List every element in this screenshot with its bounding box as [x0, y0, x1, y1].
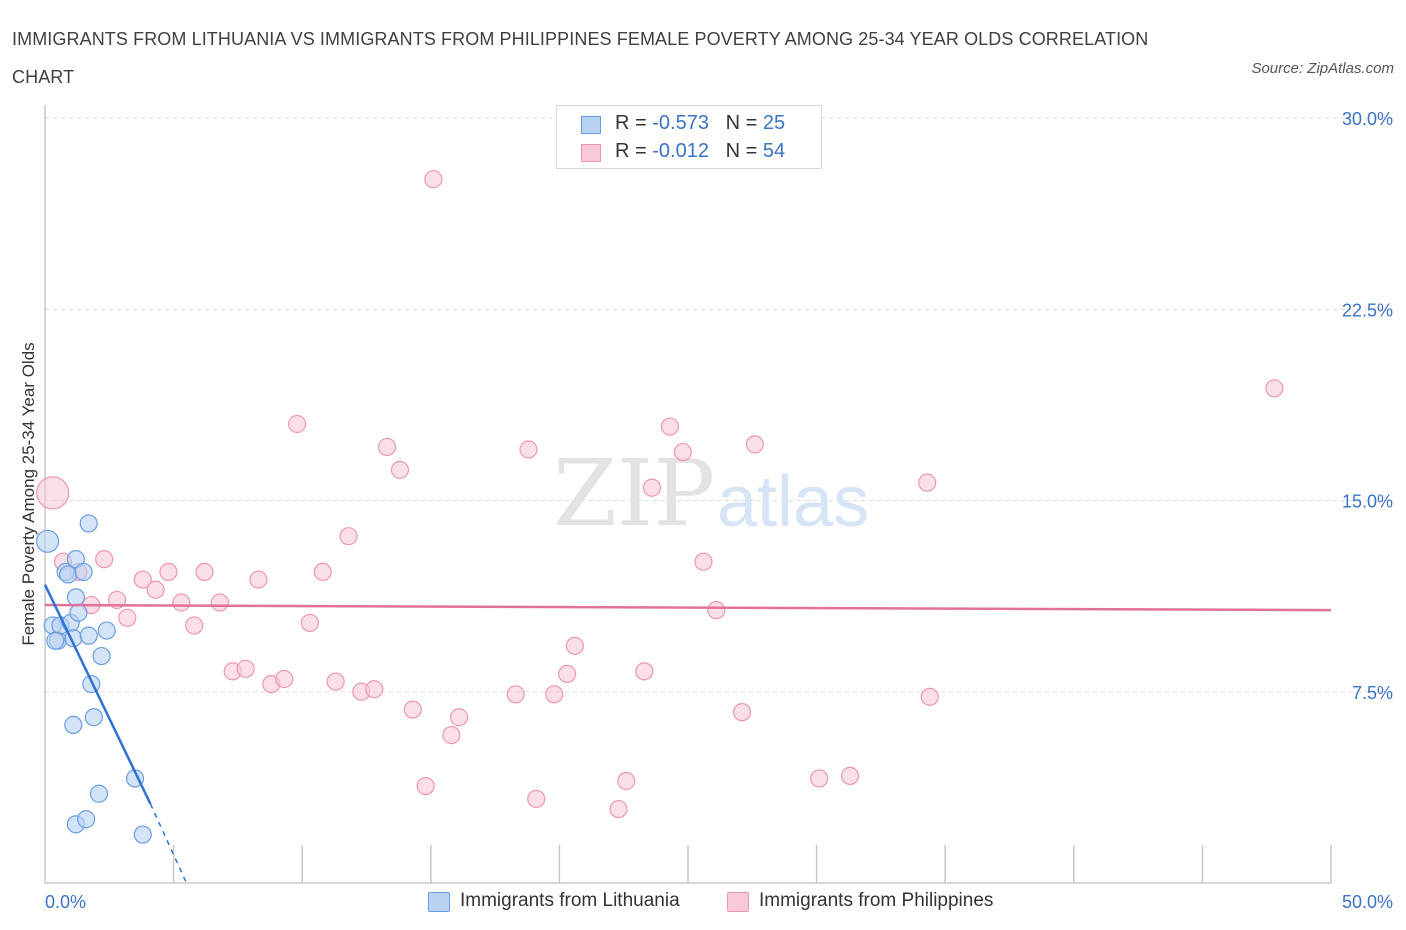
lithuania-point — [59, 565, 78, 584]
legend-r-value-philippines: -0.012 — [652, 140, 709, 162]
philippines-point — [732, 703, 752, 722]
philippines-point — [635, 662, 654, 681]
philippines-point — [519, 440, 538, 459]
philippines-point — [172, 593, 191, 612]
philippines-point — [506, 685, 525, 704]
y-axis-label: Female Poverty Among 25-34 Year Olds — [19, 342, 38, 645]
lithuania-points — [35, 514, 152, 844]
x-tick-label-min: 0.0% — [45, 892, 86, 912]
chart-title: IMMIGRANTS FROM LITHUANIA VS IMMIGRANTS … — [12, 29, 1149, 87]
philippines-point — [313, 562, 332, 582]
philippines-point — [545, 685, 564, 704]
lithuania-point — [89, 784, 109, 803]
philippines-point — [339, 527, 358, 546]
philippines-point — [920, 687, 939, 706]
philippines-point — [195, 562, 214, 582]
philippines-point — [403, 700, 422, 719]
philippines-point — [275, 669, 294, 689]
philippines-point — [210, 593, 229, 612]
lithuania-point — [79, 514, 98, 533]
lithuania-point — [74, 562, 93, 582]
lithuania-trend-line — [43, 584, 152, 805]
philippines-trend-line — [44, 603, 1332, 612]
lithuania-point — [84, 708, 103, 727]
philippines-point — [95, 550, 114, 569]
philippines-point — [118, 608, 137, 627]
philippines-point — [745, 435, 764, 454]
bottom-legend-label-lithuania: Immigrants from Lithuania — [460, 890, 680, 911]
watermark-atlas: atlas — [717, 462, 869, 542]
legend-r-value-lithuania: -0.573 — [652, 112, 709, 134]
philippines-point — [609, 799, 628, 819]
philippines-point — [36, 476, 70, 510]
philippines-point — [390, 460, 410, 479]
source-label: Source: ZipAtlas.com — [1251, 60, 1394, 77]
trend-lines — [43, 584, 1332, 884]
y-tick-label: 15.0% — [1342, 492, 1393, 512]
philippines-point — [377, 437, 397, 457]
philippines-point — [287, 414, 307, 434]
philippines-point — [159, 562, 178, 582]
lithuania-point — [133, 825, 152, 844]
philippines-point — [565, 636, 584, 655]
philippines-point — [810, 769, 829, 788]
x-tick-label-max: 50.0% — [1342, 892, 1393, 912]
legend-swatch-philippines — [581, 144, 601, 162]
philippines-point — [442, 725, 461, 745]
lithuania-point — [69, 603, 88, 622]
legend-r-label: R = — [615, 112, 647, 134]
bottom-legend-swatch-philippines — [727, 892, 749, 912]
philippines-point — [707, 601, 726, 620]
bottom-legend-swatch-lithuania — [428, 892, 450, 912]
philippines-point — [918, 473, 937, 492]
legend-n-value-philippines: 54 — [762, 140, 786, 162]
philippines-point — [133, 570, 152, 589]
philippines-point — [416, 776, 435, 796]
philippines-point — [449, 708, 469, 727]
legend-n-value-lithuania: 25 — [762, 112, 786, 134]
lithuania-point — [46, 631, 65, 650]
y-tick-labels: 7.5% 15.0% 22.5% 30.0% — [1342, 109, 1393, 703]
lithuania-point — [66, 588, 85, 607]
correlation-legend: R = -0.573 N = 25 R = -0.012 N = 54 — [556, 105, 822, 169]
philippines-point — [673, 442, 692, 462]
lithuania-point — [97, 621, 116, 640]
legend-n-label: N = — [725, 112, 758, 134]
philippines-point — [146, 580, 165, 599]
lithuania-point — [64, 715, 83, 735]
philippines-point — [300, 613, 320, 633]
philippines-point — [642, 478, 662, 497]
lithuania-trend-extension — [149, 803, 188, 884]
philippines-point — [1265, 379, 1284, 398]
philippines-point — [185, 616, 204, 635]
philippines-point — [660, 417, 680, 436]
legend-n-label: N = — [725, 140, 758, 162]
philippines-point — [249, 570, 268, 589]
y-tick-label: 22.5% — [1342, 300, 1393, 320]
philippines-point — [527, 789, 546, 808]
philippines-point — [840, 766, 860, 786]
y-tick-label: 30.0% — [1342, 109, 1393, 129]
legend-r-label: R = — [615, 140, 647, 162]
lithuania-point — [92, 646, 111, 666]
philippines-point — [326, 672, 345, 691]
legend-swatch-lithuania — [581, 116, 601, 134]
philippines-points — [36, 170, 1284, 819]
philippines-point — [694, 552, 713, 571]
y-tick-label: 7.5% — [1352, 683, 1393, 703]
philippines-point — [424, 170, 443, 189]
watermark: ZIP atlas — [553, 440, 869, 547]
lithuania-point — [35, 529, 60, 553]
x-tick-marks — [172, 845, 1332, 883]
philippines-point — [558, 664, 577, 684]
philippines-point — [236, 659, 255, 678]
bottom-legend-label-philippines: Immigrants from Philippines — [759, 890, 994, 911]
philippines-point — [365, 680, 384, 699]
lithuania-point — [77, 810, 96, 829]
philippines-point — [617, 771, 636, 791]
lithuania-point — [79, 626, 98, 645]
